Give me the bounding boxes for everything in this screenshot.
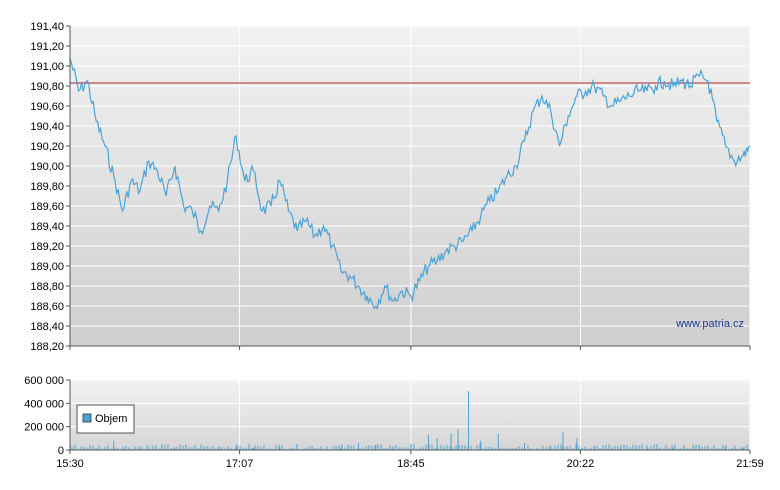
x-tick-label: 18:45	[397, 458, 425, 470]
volume-y-tick-label: 200 000	[24, 422, 64, 434]
y-tick-label: 190,20	[30, 141, 64, 153]
y-tick-label: 189,20	[30, 241, 64, 253]
y-tick-label: 188,60	[30, 301, 64, 313]
volume-y-tick-label: 400 000	[24, 398, 64, 410]
y-tick-label: 190,00	[30, 161, 64, 173]
watermark-text: www.patria.cz	[675, 318, 744, 330]
volume-y-tick-label: 0	[58, 445, 64, 457]
x-tick-label: 20:22	[567, 458, 595, 470]
x-tick-label: 15:30	[56, 458, 84, 470]
volume-plot-area	[70, 380, 750, 450]
y-tick-label: 190,60	[30, 101, 64, 113]
y-tick-label: 189,80	[30, 181, 64, 193]
x-tick-label: 17:07	[226, 458, 254, 470]
price-series-line	[69, 57, 751, 311]
y-tick-label: 191,20	[30, 41, 64, 53]
y-tick-label: 188,80	[30, 281, 64, 293]
volume-y-tick-label: 600 000	[24, 375, 64, 387]
y-tick-label: 189,40	[30, 221, 64, 233]
y-tick-label: 191,40	[30, 21, 64, 33]
y-tick-label: 188,40	[30, 321, 64, 333]
y-tick-label: 190,80	[30, 81, 64, 93]
y-tick-label: 190,40	[30, 121, 64, 133]
y-tick-label: 188,20	[30, 341, 64, 353]
legend-swatch	[82, 413, 92, 423]
y-tick-label: 189,00	[30, 261, 64, 273]
legend-label: Objem	[95, 413, 127, 425]
y-tick-label: 191,00	[30, 61, 64, 73]
y-tick-label: 189,60	[30, 201, 64, 213]
x-tick-label: 21:59	[736, 458, 764, 470]
